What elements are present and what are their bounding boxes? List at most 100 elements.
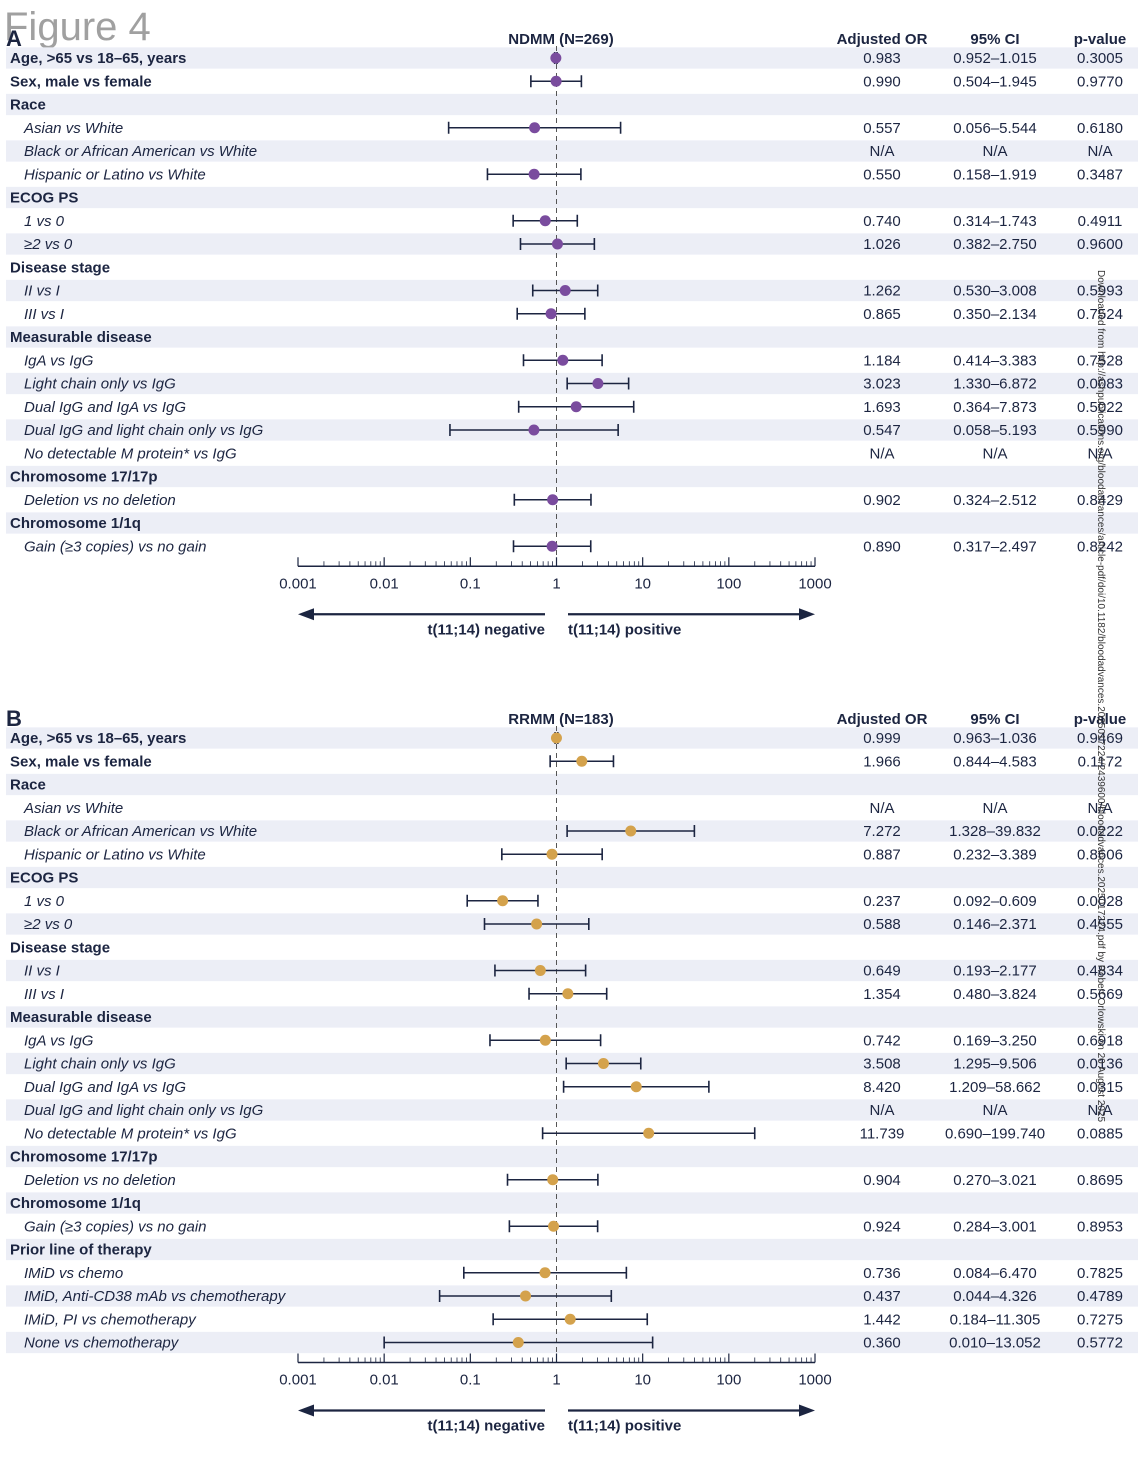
- odds-ratio-point: [539, 215, 551, 227]
- ci-value: 0.480–3.824: [953, 986, 1036, 1003]
- row-stripe: [6, 727, 1138, 749]
- ci-value: N/A: [982, 800, 1007, 817]
- row-stripe: [6, 512, 1138, 534]
- row-label: Black or African American vs White: [24, 143, 257, 160]
- row-label: Deletion vs no deletion: [24, 492, 176, 509]
- row-label: Gain (≥3 copies) vs no gain: [24, 538, 207, 555]
- arrow-label-negative: t(11;14) negative: [427, 621, 545, 638]
- row-label: Deletion vs no deletion: [24, 1172, 176, 1189]
- ci-value: 0.158–1.919: [953, 166, 1036, 183]
- or-value: 0.865: [863, 306, 901, 323]
- ci-value: 0.504–1.945: [953, 73, 1036, 90]
- ci-value: 0.324–2.512: [953, 492, 1036, 509]
- figure-label: Figure 4: [4, 5, 151, 49]
- odds-ratio-point: [625, 825, 637, 837]
- column-header: p-value: [1074, 31, 1127, 48]
- odds-ratio-point: [547, 1174, 559, 1186]
- or-value: 0.887: [863, 846, 901, 863]
- row-label: No detectable M protein* vs IgG: [24, 445, 237, 462]
- row-label: Black or African American vs White: [24, 823, 257, 840]
- x-tick-label: 0.01: [370, 1372, 399, 1389]
- x-tick-label: 0.001: [279, 575, 317, 592]
- or-value: N/A: [869, 445, 894, 462]
- panel-letter: B: [6, 706, 22, 731]
- or-value: N/A: [869, 800, 894, 817]
- odds-ratio-point: [546, 540, 558, 552]
- row-label: Hispanic or Latino vs White: [24, 846, 206, 863]
- row-label: III vs I: [24, 986, 64, 1003]
- row-label: ECOG PS: [10, 190, 78, 207]
- or-value: 0.736: [863, 1265, 901, 1282]
- row-label: ECOG PS: [10, 870, 78, 887]
- p-value: N/A: [1087, 445, 1112, 462]
- odds-ratio-point: [520, 1290, 532, 1302]
- or-value: 0.360: [863, 1335, 901, 1352]
- row-label: III vs I: [24, 306, 64, 323]
- or-value: 8.420: [863, 1079, 901, 1096]
- odds-ratio-point: [570, 401, 582, 413]
- row-label: IMiD vs chemo: [24, 1265, 123, 1282]
- or-value: 1.442: [863, 1311, 901, 1328]
- panel-a: A NDMM (N=269) Adjusted OR 95% CI p-value Age…: [6, 26, 1138, 638]
- row-label: Dual IgG and IgA vs IgG: [24, 399, 186, 416]
- ci-value: 0.193–2.177: [953, 963, 1036, 980]
- odds-ratio-point: [529, 122, 541, 134]
- ci-value: 0.844–4.583: [953, 753, 1036, 770]
- odds-ratio-point: [564, 1313, 576, 1325]
- ci-value: 0.317–2.497: [953, 538, 1036, 555]
- ci-value: 1.295–9.506: [953, 1056, 1036, 1073]
- ci-value: 0.232–3.389: [953, 846, 1036, 863]
- ci-value: N/A: [982, 143, 1007, 160]
- left-arrow-head: [298, 1404, 314, 1417]
- ci-value: 0.382–2.750: [953, 236, 1036, 253]
- or-value: N/A: [869, 143, 894, 160]
- p-value: 0.6180: [1077, 120, 1123, 137]
- or-value: 7.272: [863, 823, 901, 840]
- left-arrow-head: [298, 608, 314, 621]
- row-stripe: [6, 465, 1138, 488]
- ci-value: 0.056–5.544: [953, 120, 1036, 137]
- or-value: 0.649: [863, 963, 901, 980]
- p-value: N/A: [1087, 800, 1112, 817]
- row-label: Sex, male vs female: [10, 73, 152, 90]
- p-value: 0.5022: [1077, 399, 1123, 416]
- or-value: 0.557: [863, 120, 901, 137]
- ci-value: 0.350–2.134: [953, 306, 1036, 323]
- or-value: 0.740: [863, 213, 901, 230]
- odds-ratio-point: [597, 1058, 609, 1069]
- row-label: 1 vs 0: [24, 893, 65, 910]
- row-label: Sex, male vs female: [10, 753, 152, 770]
- odds-ratio-point: [576, 755, 588, 767]
- ci-value: 0.284–3.001: [953, 1218, 1036, 1235]
- row-label: ≥2 vs 0: [24, 916, 73, 933]
- or-value: 1.184: [863, 352, 901, 369]
- row-label: Dual IgG and IgA vs IgG: [24, 1079, 186, 1096]
- ci-value: 0.058–5.193: [953, 422, 1036, 439]
- row-stripe: [6, 326, 1138, 348]
- p-value: 0.7528: [1077, 352, 1123, 369]
- ci-value: N/A: [982, 445, 1007, 462]
- odds-ratio-point: [557, 354, 569, 366]
- row-label: No detectable M protein* vs IgG: [24, 1125, 237, 1142]
- or-value: 0.924: [863, 1218, 901, 1235]
- p-value: 0.7524: [1077, 306, 1123, 323]
- ci-value: 0.364–7.873: [953, 399, 1036, 416]
- odds-ratio-point: [592, 378, 604, 389]
- download-watermark: Downloaded from http://ashpublications.o…: [1095, 270, 1106, 1123]
- row-stripe: [6, 1006, 1138, 1028]
- row-label: Race: [10, 777, 46, 794]
- ci-value: 0.314–1.743: [953, 213, 1036, 230]
- ci-value: 0.952–1.015: [953, 50, 1036, 67]
- row-label: II vs I: [24, 283, 60, 300]
- right-arrow-head: [799, 1404, 815, 1417]
- p-value: N/A: [1087, 1102, 1112, 1119]
- ci-value: 0.184–11.305: [950, 1311, 1041, 1328]
- p-value: 0.7275: [1077, 1311, 1123, 1328]
- odds-ratio-point: [497, 895, 509, 907]
- ci-value: 0.530–3.008: [953, 283, 1036, 300]
- odds-ratio-point: [546, 848, 558, 860]
- arrow-label-negative: t(11;14) negative: [427, 1418, 545, 1435]
- odds-ratio-point: [512, 1337, 524, 1348]
- p-value: 0.3487: [1077, 166, 1123, 183]
- ci-value: 0.963–1.036: [953, 730, 1036, 747]
